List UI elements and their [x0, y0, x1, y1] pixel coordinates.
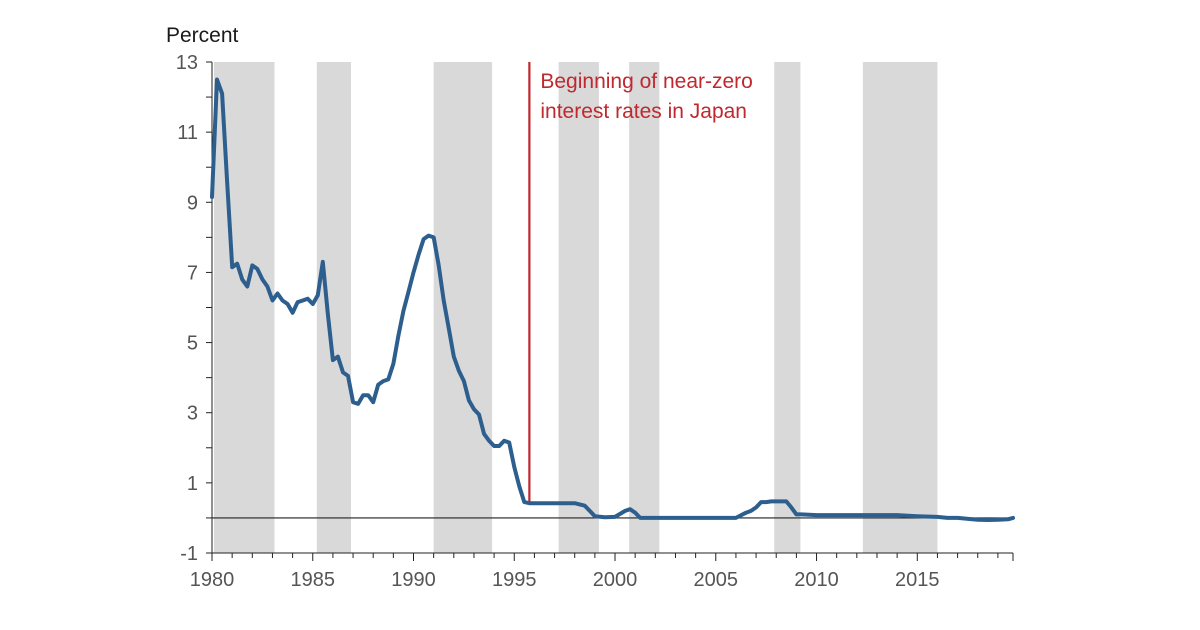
- shaded-period-4: [629, 62, 660, 553]
- x-tick-label: 1985: [291, 569, 336, 591]
- y-tick-label: 9: [187, 192, 198, 214]
- y-axis-title: Percent: [166, 24, 239, 47]
- y-tick-label: 11: [177, 122, 198, 144]
- y-tick-label: 1: [187, 473, 198, 495]
- shaded-period-2: [433, 62, 493, 553]
- x-tick-label: 1990: [391, 569, 436, 591]
- shaded-period-1: [316, 62, 352, 553]
- shaded-periods: [214, 62, 938, 553]
- y-tick-label: 7: [187, 262, 198, 284]
- event-annotation: Beginning of near-zero interest rates in…: [540, 70, 758, 123]
- shaded-period-5: [774, 62, 801, 553]
- x-tick-label: 2010: [794, 569, 839, 591]
- shaded-period-3: [558, 62, 599, 553]
- y-tick-label: 3: [187, 403, 198, 425]
- x-tick-label: 2005: [694, 569, 739, 591]
- y-tick-label: -1: [180, 543, 198, 565]
- y-tick-label: 13: [176, 52, 198, 74]
- y-tick-label: 5: [187, 333, 198, 355]
- event-annotation-line-1: Beginning of near-zero: [540, 70, 752, 93]
- event-annotation-line-2: interest rates in Japan: [540, 100, 747, 123]
- x-tick-label: 1995: [492, 569, 537, 591]
- x-tick-label: 1980: [190, 569, 235, 591]
- series-line: [210, 77, 1015, 522]
- shaded-period-6: [862, 62, 938, 553]
- x-tick-label: 2000: [593, 569, 638, 591]
- x-axis-ticks: 1980 1985 1990 1995 2000 2005 2010 2015: [190, 553, 1014, 591]
- x-tick-label: 2015: [895, 569, 940, 591]
